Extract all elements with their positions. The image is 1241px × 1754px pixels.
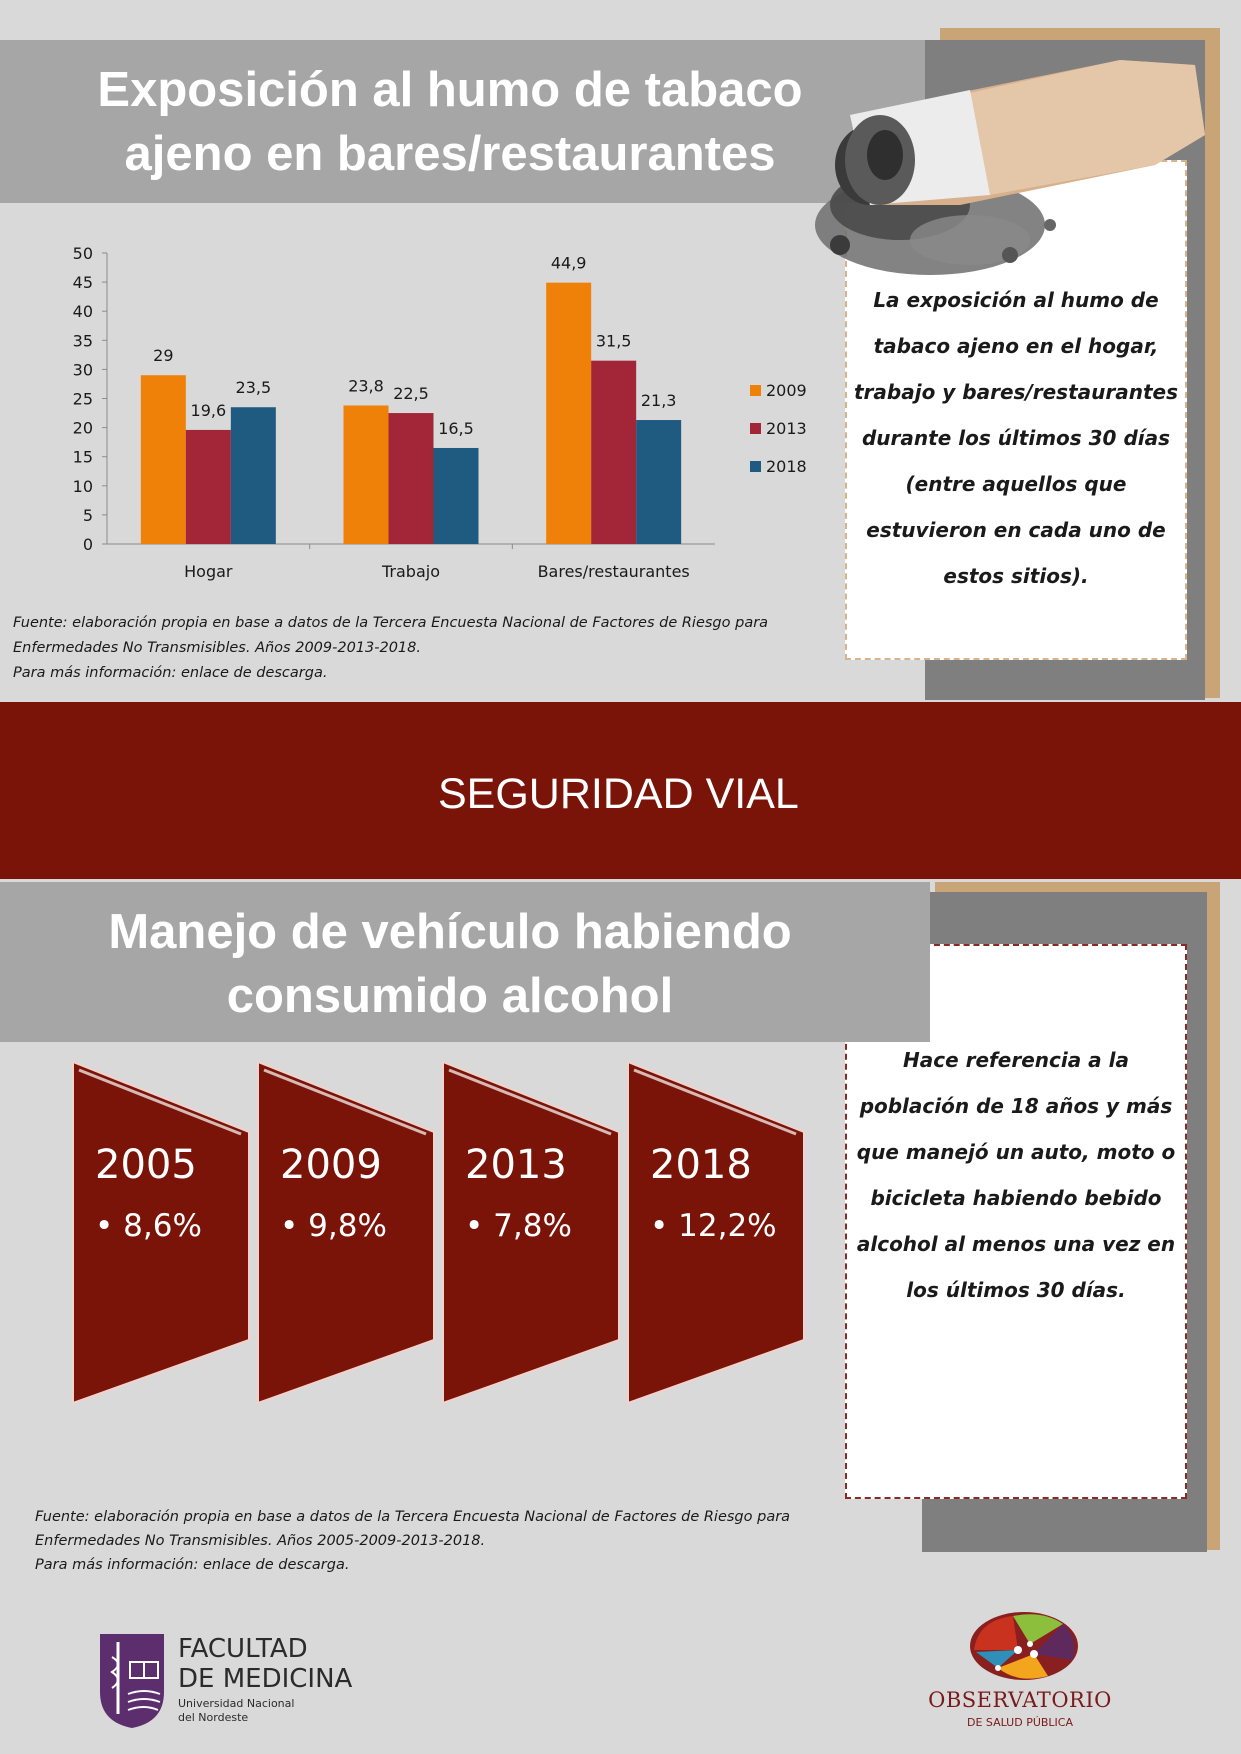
bar-2009	[343, 405, 389, 544]
year-card-2013: 2013 • 7,8%	[441, 1060, 621, 1405]
y-tick-label: 20	[73, 419, 93, 438]
data-label: 44,9	[551, 254, 587, 273]
y-tick-label: 40	[73, 302, 93, 321]
faculty-shield-icon	[100, 1634, 164, 1728]
card-year: 2013	[465, 1142, 567, 1188]
card-value: • 8,6%	[95, 1208, 202, 1244]
y-tick-label: 50	[73, 244, 93, 263]
year-card-2018: 2018 • 12,2%	[626, 1060, 806, 1405]
card-year: 2009	[280, 1142, 382, 1188]
data-label: 21,3	[641, 391, 677, 410]
bar-2018	[433, 447, 479, 544]
bar-2013	[185, 429, 231, 544]
faculty-name-line1: FACULTAD	[178, 1634, 308, 1664]
tobacco-info-text: La exposición al humo de tabaco ajeno en…	[854, 288, 1178, 588]
bar-2009	[140, 375, 186, 544]
y-tick-label: 0	[83, 535, 93, 554]
year-card-2005: 2005 • 8,6%	[71, 1060, 251, 1405]
y-tick-label: 35	[73, 331, 93, 350]
alcohol-title: Manejo de vehículo habiendo consumido al…	[108, 905, 792, 1023]
bar-2013	[388, 413, 434, 544]
faculty-university-line2: del Nordeste	[178, 1711, 249, 1724]
x-tick-label: Trabajo	[381, 562, 440, 581]
tobacco-source-note: Fuente: elaboración propia en base a dat…	[13, 615, 769, 681]
x-tick-label: Bares/restaurantes	[538, 562, 690, 581]
section-banner-label: SEGURIDAD VIAL	[438, 770, 799, 818]
data-label: 29	[153, 346, 173, 365]
observatorio-name: OBSERVATORIO	[928, 1688, 1112, 1712]
y-tick-label: 15	[73, 448, 93, 467]
observatorio-logo: OBSERVATORIO DE SALUD PÚBLICA	[920, 1608, 1120, 1733]
card-year: 2005	[95, 1142, 197, 1188]
card-value: • 12,2%	[650, 1208, 777, 1244]
legend-swatch-2018	[750, 461, 761, 472]
bar-2018	[636, 420, 682, 544]
card-shape	[627, 1060, 805, 1405]
y-tick-label: 30	[73, 360, 93, 379]
faculty-name-line2: DE MEDICINA	[178, 1664, 353, 1694]
year-card-2009: 2009 • 9,8%	[256, 1060, 436, 1405]
card-value: • 7,8%	[465, 1208, 572, 1244]
observatorio-subtitle: DE SALUD PÚBLICA	[966, 1716, 1074, 1729]
tobacco-title-band	[0, 40, 925, 203]
tobacco-bar-chart: 0 5 10 15 20 25 30 35 40 45 50 Hogar 29 19,6 23,5 Traba…	[73, 244, 807, 581]
bar-2013	[591, 360, 637, 544]
card-year: 2018	[650, 1142, 752, 1188]
legend-label: 2018	[766, 457, 807, 476]
y-tick-label: 45	[73, 273, 93, 292]
card-shape	[72, 1060, 250, 1405]
bar-2009	[546, 282, 592, 544]
legend-swatch-2009	[750, 385, 761, 396]
data-label: 19,6	[191, 401, 227, 420]
alcohol-title-band	[0, 882, 930, 1042]
y-tick-label: 10	[73, 477, 93, 496]
data-label: 16,5	[438, 419, 474, 438]
card-shape	[257, 1060, 435, 1405]
legend-swatch-2013	[750, 423, 761, 434]
cigarette-image	[815, 60, 1205, 275]
y-tick-label: 5	[83, 506, 93, 525]
alcohol-info-text: Hace referencia a la población de 18 año…	[856, 1048, 1176, 1302]
legend-label: 2013	[766, 419, 807, 438]
alcohol-source-note: Fuente: elaboración propia en base a dat…	[35, 1509, 791, 1573]
y-tick-label: 25	[73, 390, 93, 409]
x-tick-label: Hogar	[184, 562, 233, 581]
data-label: 23,5	[236, 378, 272, 397]
faculty-university-line1: Universidad Nacional	[178, 1697, 295, 1710]
data-label: 22,5	[393, 384, 429, 403]
legend-label: 2009	[766, 381, 807, 400]
brain-network-icon	[970, 1612, 1078, 1680]
data-label: 31,5	[596, 332, 632, 351]
card-shape	[442, 1060, 620, 1405]
data-label: 23,8	[348, 376, 384, 395]
card-value: • 9,8%	[280, 1208, 387, 1244]
bar-2018	[230, 407, 276, 544]
section-banner	[0, 702, 1241, 879]
tobacco-title: Exposición al humo de tabaco ajeno en ba…	[97, 63, 803, 181]
faculty-logo: FACULTAD DE MEDICINA Universidad Naciona…	[98, 1632, 358, 1732]
